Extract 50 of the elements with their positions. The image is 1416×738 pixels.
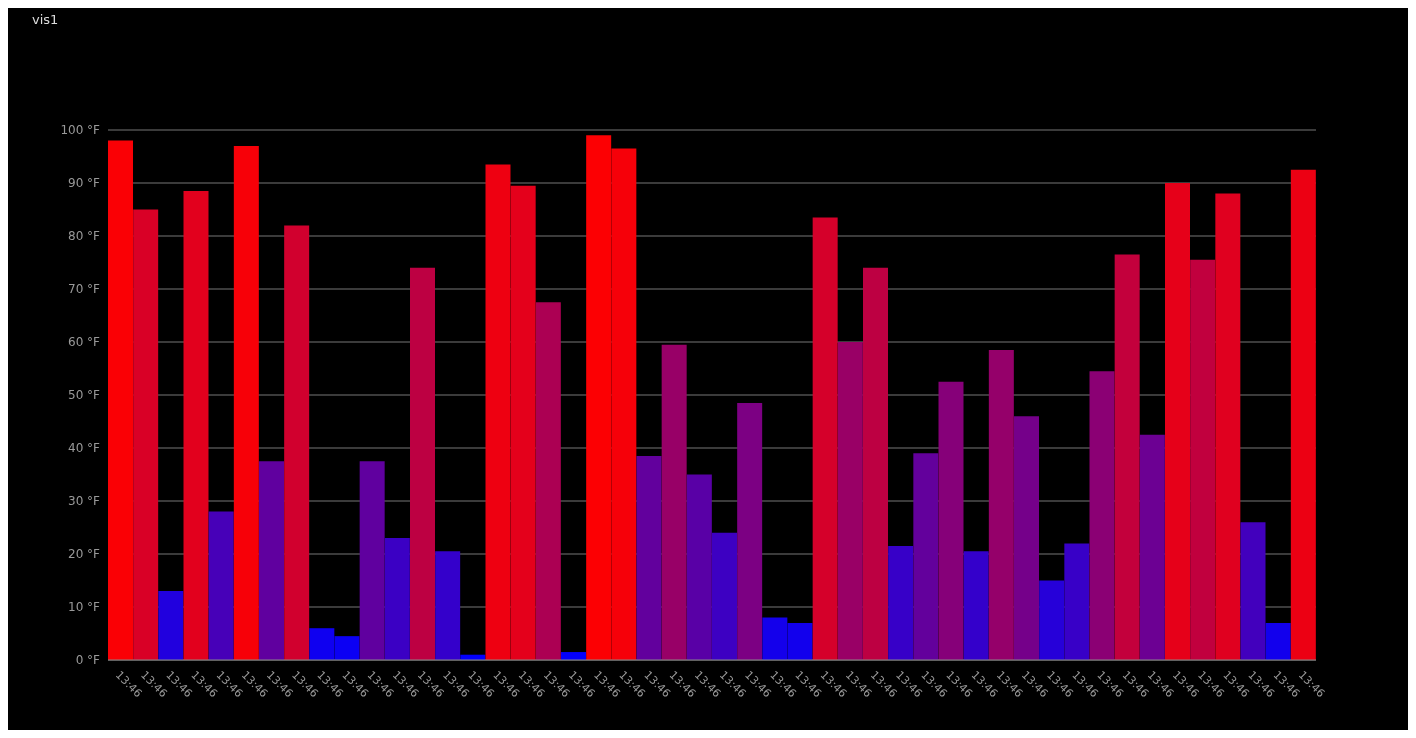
bar	[208, 511, 234, 660]
bar	[938, 381, 964, 660]
y-tick-label: 80 °F	[68, 229, 101, 244]
bar	[1190, 259, 1216, 660]
bar	[686, 474, 712, 660]
bar	[133, 209, 159, 660]
bar	[913, 453, 939, 660]
bar	[1139, 434, 1165, 660]
bar	[1039, 580, 1065, 660]
bar	[410, 267, 435, 660]
bar	[158, 591, 184, 660]
chart-title: vis1	[31, 11, 60, 29]
bar	[737, 402, 763, 660]
bar	[888, 546, 914, 660]
y-tick-label: 30 °F	[68, 494, 101, 509]
bar	[636, 455, 662, 660]
y-tick-label: 60 °F	[68, 335, 101, 350]
bar	[812, 217, 838, 660]
bar	[384, 538, 410, 660]
bar	[837, 342, 863, 660]
bar	[183, 190, 209, 660]
y-tick-label: 70 °F	[68, 282, 101, 297]
bar	[1014, 416, 1039, 660]
bar	[1165, 183, 1190, 660]
bar	[435, 551, 461, 660]
bar	[1290, 169, 1316, 660]
bar	[1064, 543, 1090, 660]
y-tick-label: 50 °F	[68, 388, 101, 403]
bar	[259, 461, 284, 660]
y-tick-label: 20 °F	[68, 547, 101, 562]
bar	[661, 344, 687, 660]
bar	[988, 349, 1014, 660]
y-tick-label: 40 °F	[68, 441, 101, 456]
bar	[1240, 522, 1266, 660]
y-tick-label: 0 °F	[75, 653, 101, 668]
bar	[359, 461, 385, 660]
bar	[108, 140, 133, 660]
bar	[1114, 254, 1140, 660]
bar	[1265, 622, 1291, 660]
y-tick-label: 90 °F	[68, 176, 101, 191]
bar	[863, 267, 888, 660]
bar	[712, 532, 737, 660]
bar	[535, 302, 561, 660]
bar	[284, 225, 310, 660]
bar	[1215, 193, 1241, 660]
y-tick-label: 10 °F	[68, 600, 101, 615]
y-tick-label: 100 °F	[60, 123, 101, 138]
bar	[1089, 371, 1115, 660]
bar	[963, 551, 989, 660]
bar	[233, 145, 259, 660]
